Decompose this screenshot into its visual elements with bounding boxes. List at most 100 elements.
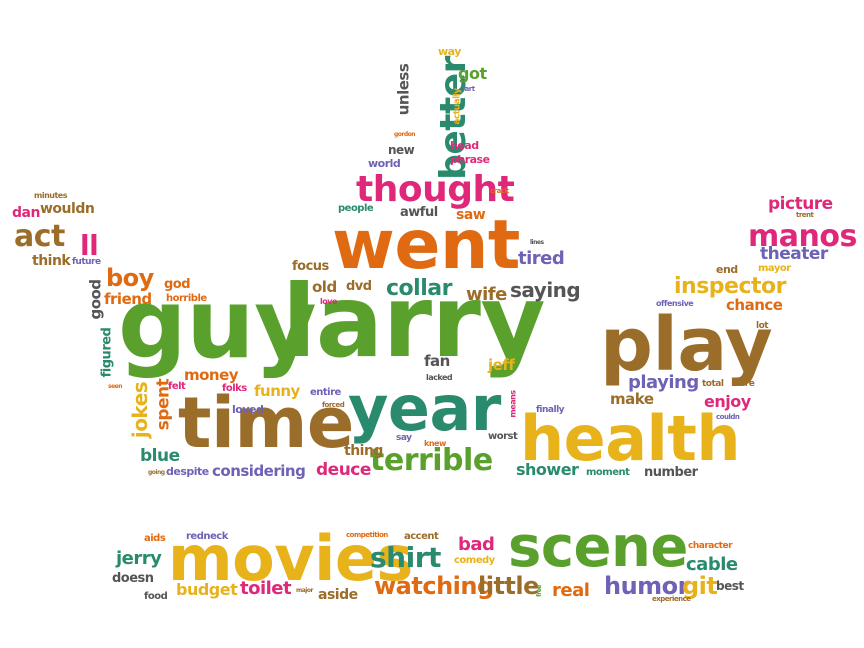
word-humor: humor bbox=[604, 572, 690, 600]
word-unless: unless bbox=[394, 63, 413, 116]
word-time: time bbox=[178, 382, 354, 464]
word-inspector: inspector bbox=[674, 274, 787, 299]
word-going: going bbox=[148, 469, 165, 476]
word-end: end bbox=[716, 263, 738, 276]
word-shower: shower bbox=[516, 460, 579, 479]
word-considering: considering bbox=[212, 462, 306, 480]
word-accent: accent bbox=[404, 531, 439, 542]
word-toilet: toilet bbox=[240, 578, 292, 599]
word-love: love bbox=[320, 297, 337, 306]
word-watching: watching bbox=[374, 572, 494, 600]
word-folks: folks bbox=[222, 383, 247, 394]
word-budget: budget bbox=[176, 580, 238, 599]
word-knew: knew bbox=[424, 439, 446, 448]
word-experience: experience bbox=[652, 595, 691, 603]
word-thing: thing bbox=[344, 443, 383, 459]
word-deuce: deuce bbox=[316, 460, 371, 480]
word-comedy: comedy bbox=[454, 555, 495, 566]
word-wife: wife bbox=[466, 284, 507, 305]
word-money: money bbox=[184, 366, 239, 384]
word-saw: saw bbox=[456, 207, 486, 223]
word-gordon: gordon bbox=[394, 131, 416, 138]
word-old: old bbox=[312, 278, 337, 296]
word-tired: tired bbox=[518, 248, 565, 269]
word-forced: forced bbox=[322, 401, 345, 409]
word-good: good bbox=[86, 279, 105, 320]
word-lacked: lacked bbox=[426, 373, 453, 382]
word-focus: focus bbox=[292, 259, 329, 274]
word-jerry: jerry bbox=[116, 548, 162, 569]
word-lot: lot bbox=[756, 321, 769, 331]
word-total: total bbox=[702, 379, 724, 389]
word-moment: moment bbox=[586, 467, 630, 478]
word-trent: trent bbox=[796, 211, 814, 219]
word-crack: crack bbox=[490, 187, 509, 195]
word-year: year bbox=[348, 372, 501, 445]
word-mayor: mayor bbox=[758, 263, 791, 274]
word-think: think bbox=[32, 253, 71, 269]
word-head: head bbox=[450, 139, 479, 152]
word-real: real bbox=[552, 580, 590, 601]
word-redneck: redneck bbox=[186, 531, 228, 542]
word-aids: aids bbox=[144, 533, 166, 544]
word-minutes: minutes bbox=[34, 191, 67, 200]
word-git: git bbox=[682, 572, 718, 600]
word-act: act bbox=[14, 219, 65, 254]
word-friend: friend bbox=[104, 290, 152, 308]
word-shirt: shirt bbox=[370, 541, 441, 574]
word-means: means bbox=[508, 390, 518, 418]
word-funny: funny bbox=[254, 382, 300, 400]
word-fart: fart bbox=[462, 85, 475, 93]
word-figured: figured bbox=[99, 327, 115, 378]
word-character: character bbox=[688, 541, 733, 551]
word-saying: saying bbox=[510, 278, 581, 302]
word-people: people bbox=[338, 203, 374, 214]
word-free: free bbox=[535, 585, 543, 597]
word-actually: actually bbox=[452, 88, 463, 125]
word-major: major bbox=[296, 587, 313, 594]
word-god: god bbox=[164, 277, 191, 292]
word-jeff: jeff bbox=[488, 356, 515, 374]
word-dvd: dvd bbox=[346, 279, 372, 294]
word-phrase: phrase bbox=[450, 153, 490, 166]
word-thought: thought bbox=[356, 169, 515, 210]
word-enjoy: enjoy bbox=[704, 392, 751, 411]
word-boy: boy bbox=[106, 264, 154, 292]
word-jokes: jokes bbox=[128, 381, 153, 439]
word-worst: worst bbox=[488, 431, 518, 442]
word-world: world bbox=[368, 157, 401, 170]
word-went: went bbox=[332, 206, 520, 285]
word-picture: picture bbox=[768, 194, 833, 214]
word-collar: collar bbox=[386, 276, 452, 301]
word-larry: larry bbox=[282, 263, 546, 380]
word-despite: despite bbox=[166, 465, 209, 478]
word-scene: scene bbox=[508, 515, 688, 580]
word-seen: seen bbox=[108, 383, 122, 390]
word-competition: competition bbox=[346, 531, 388, 539]
word-finally: finally bbox=[536, 405, 565, 415]
word-make: make bbox=[610, 390, 654, 408]
word-way: way bbox=[438, 45, 461, 58]
word-aside: aside bbox=[318, 587, 358, 603]
word-entire: entire bbox=[310, 387, 341, 398]
word-awful: awful bbox=[400, 205, 438, 220]
word-say: say bbox=[396, 433, 412, 443]
word-fan: fan bbox=[424, 352, 450, 370]
word-ll: ll bbox=[80, 229, 99, 262]
word-dan: dan bbox=[12, 205, 40, 221]
word-movies: movies bbox=[168, 522, 413, 595]
word-little: little bbox=[478, 572, 539, 600]
word-felt: felt bbox=[168, 381, 186, 392]
word-new: new bbox=[388, 143, 415, 157]
word-lines: lines bbox=[530, 239, 544, 246]
word-horrible: horrible bbox=[166, 293, 207, 304]
word-wouldn: wouldn bbox=[40, 201, 95, 217]
word-chance: chance bbox=[726, 296, 783, 314]
word-bad: bad bbox=[458, 534, 495, 555]
word-number: number bbox=[644, 465, 698, 480]
word-cable: cable bbox=[686, 554, 738, 575]
word-best: best bbox=[716, 579, 744, 593]
word-sure: sure bbox=[734, 379, 755, 389]
word-offensive: offensive bbox=[656, 299, 694, 308]
